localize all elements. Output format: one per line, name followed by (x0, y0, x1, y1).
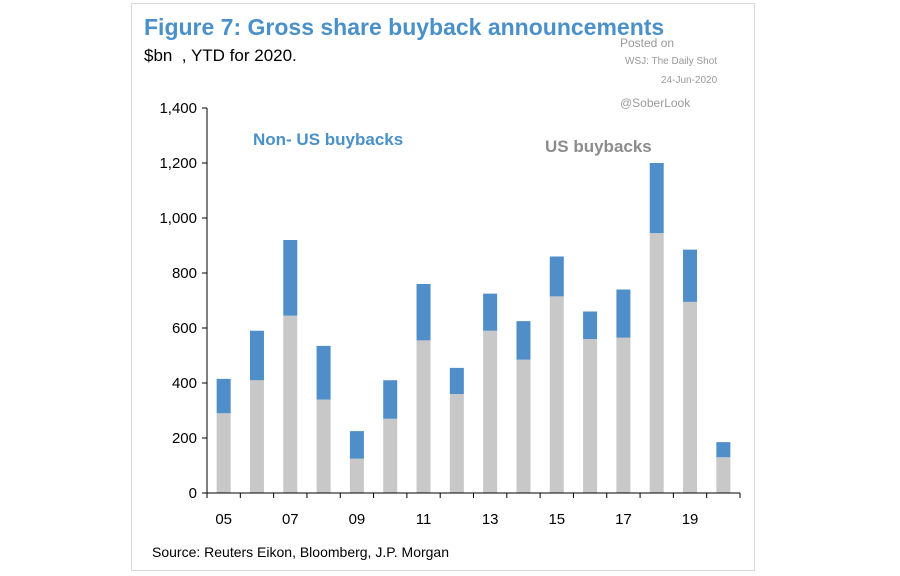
bar-non-us-05 (216, 378, 231, 414)
x-tick-label: 11 (416, 511, 432, 528)
x-tick-label: 07 (282, 511, 299, 528)
bar-us-06 (249, 380, 264, 493)
bar-us-14 (516, 359, 531, 493)
bar-us-10 (383, 418, 398, 493)
watermark-handle: @SoberLook (620, 96, 691, 110)
watermark-posted: Posted on (620, 36, 675, 50)
x-tick-label: 17 (615, 511, 632, 528)
bar-non-us-08 (316, 345, 331, 400)
chart-subtitle: $bn , YTD for 2020. (144, 46, 297, 65)
bar-us-09 (349, 458, 364, 493)
bar-us-17 (616, 337, 631, 493)
bar-non-us-19 (683, 249, 698, 302)
y-tick-label: 200 (172, 430, 197, 447)
y-tick-label: 1,200 (159, 155, 197, 172)
x-tick-label: 19 (682, 511, 699, 528)
x-tick-label: 09 (349, 511, 366, 528)
bar-non-us-14 (516, 321, 531, 360)
bar-non-us-18 (649, 163, 664, 234)
source-note: Source: Reuters Eikon, Bloomberg, J.P. M… (152, 544, 450, 560)
bar-non-us-13 (483, 293, 498, 331)
watermark-outlet: WSJ: The Daily Shot (625, 56, 718, 67)
y-tick-label: 600 (172, 320, 197, 337)
bar-non-us-12 (449, 367, 464, 394)
bar-us-11 (416, 340, 431, 493)
x-tick-label: 05 (215, 511, 232, 528)
bar-us-05 (216, 413, 231, 493)
bars-group (216, 163, 731, 493)
bar-non-us-11 (416, 284, 431, 341)
bar-non-us-07 (283, 240, 298, 316)
y-tick-label: 400 (172, 375, 197, 392)
chart-title: Figure 7: Gross share buyback announceme… (144, 14, 665, 40)
bar-us-20 (716, 457, 731, 493)
bar-us-19 (683, 301, 698, 493)
axes-group: 0 200 400 600 800 1,000 1,200 1,400 05 07 09 11 13 15… (159, 100, 741, 528)
bar-us-15 (549, 296, 564, 493)
y-tick-label: 0 (189, 485, 197, 502)
y-tick-label: 1,400 (159, 100, 197, 117)
y-tick-label: 1,000 (159, 210, 197, 227)
bar-us-16 (583, 339, 598, 493)
bar-us-18 (649, 233, 664, 493)
bar-non-us-15 (549, 256, 564, 297)
watermark-date: 24-Jun-2020 (661, 75, 718, 86)
bar-non-us-16 (583, 311, 598, 339)
bar-us-08 (316, 399, 331, 493)
bar-us-12 (449, 394, 464, 493)
x-tick-label: 13 (482, 511, 499, 528)
bar-non-us-10 (383, 380, 398, 419)
bar-non-us-17 (616, 289, 631, 338)
y-tick-label: 800 (172, 265, 197, 282)
x-tick-label: 15 (548, 511, 565, 528)
bar-non-us-06 (249, 330, 264, 381)
series-label-us: US buybacks (545, 137, 652, 156)
series-label-non-us: Non- US buybacks (253, 130, 403, 149)
bar-us-13 (483, 330, 498, 493)
bar-us-07 (283, 315, 298, 493)
bar-non-us-20 (716, 442, 731, 458)
bar-non-us-09 (349, 431, 364, 459)
